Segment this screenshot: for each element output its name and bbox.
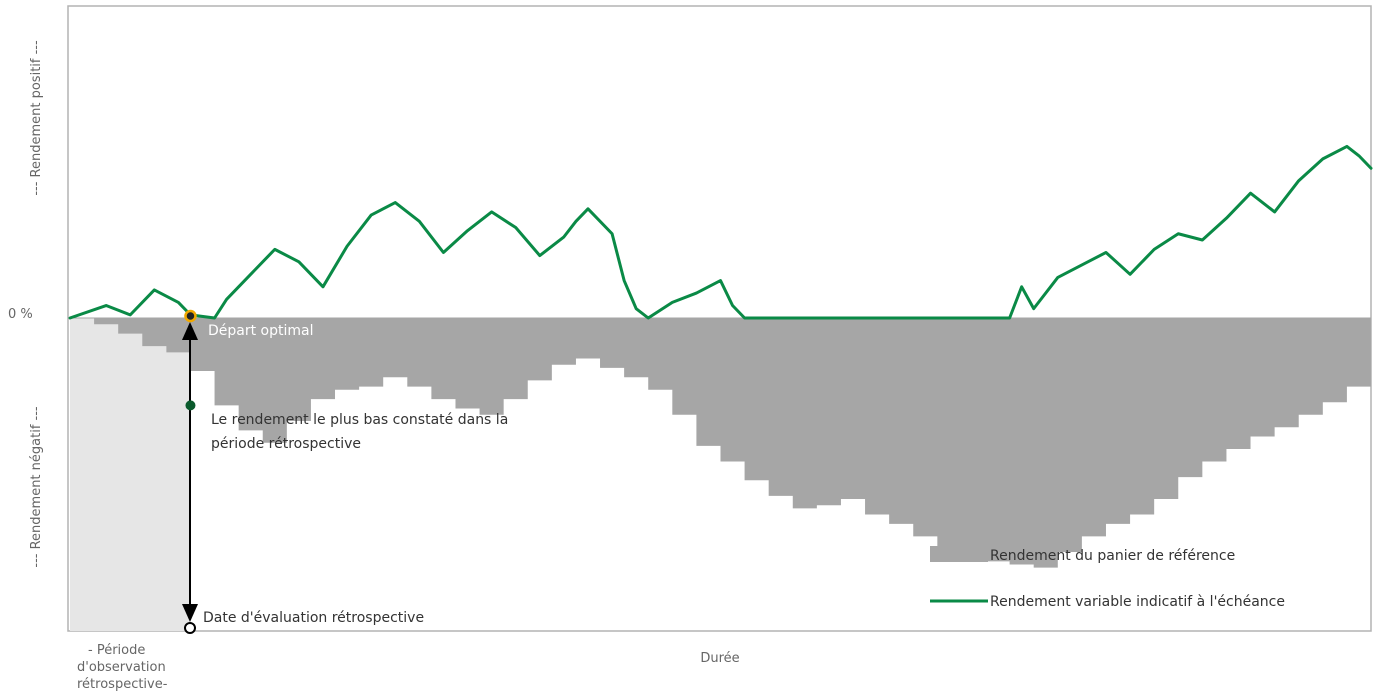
optimal-start-marker bbox=[184, 309, 197, 323]
reference-basket-area bbox=[70, 318, 1371, 568]
lookback-date-label: Date d'évaluation rétrospective bbox=[203, 610, 424, 626]
arrow-head-down bbox=[182, 604, 198, 622]
lowest-return-label-line1: Le rendement le plus bas constaté dans l… bbox=[211, 412, 508, 428]
legend-line-label: Rendement variable indicatif à l'échéanc… bbox=[990, 594, 1285, 610]
legend-area-label: Rendement du panier de référence bbox=[990, 548, 1235, 564]
zero-label: 0 % bbox=[8, 307, 33, 322]
y-label-negative: --- Rendement négatif --- bbox=[29, 406, 44, 568]
arrow-head-up bbox=[182, 322, 198, 340]
x-label: Durée bbox=[700, 651, 739, 666]
legend-area-swatch bbox=[930, 546, 988, 562]
lookback-period-label-line2: d'observation bbox=[77, 660, 166, 675]
variable-return-line bbox=[68, 144, 1373, 320]
lookback-date-marker bbox=[184, 622, 196, 634]
lookback-period-label-line3: rétrospective- bbox=[77, 677, 168, 692]
lowest-return-label-line2: période rétrospective bbox=[211, 436, 361, 452]
lowest-return-marker bbox=[185, 400, 196, 411]
lookback-period-shading bbox=[70, 318, 190, 631]
optimal-start-label: Départ optimal bbox=[208, 323, 314, 339]
y-label-positive: --- Rendement positif --- bbox=[29, 40, 44, 196]
lookback-period-label-line1: - Période bbox=[88, 643, 145, 658]
